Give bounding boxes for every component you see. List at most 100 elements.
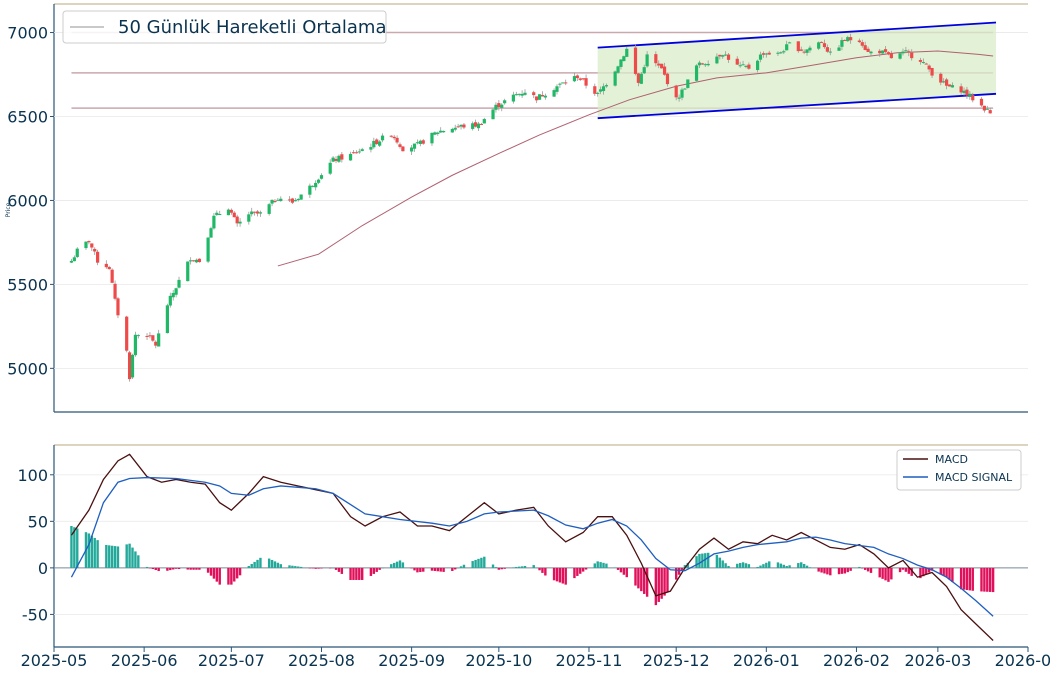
price-legend: 50 Günlük Hareketli Ortalama [62,10,387,44]
candle-down [767,52,771,55]
histogram-bar-positive [756,566,759,568]
histogram-bar-positive [288,565,291,568]
candle-up [296,199,300,201]
candle-down [421,140,425,144]
histogram-bar-positive [267,558,271,568]
candle-up [165,305,169,334]
histogram-bar-positive [398,560,402,568]
candle-up [453,127,457,130]
candle-up [459,124,463,127]
histogram-bar-negative [497,567,501,570]
candle-up [442,131,446,133]
candle-down [535,96,539,101]
histogram-bar-negative [439,567,442,572]
candle-down [907,51,911,53]
histogram-bar-positive [392,562,396,568]
price-legend-box [62,10,387,44]
histogram-bar-positive [698,553,701,568]
histogram-bar-negative [503,567,506,569]
candle-up [543,95,547,98]
macd-legend-label: MACD [935,453,968,466]
histogram-bar-negative [195,567,198,570]
histogram-bar-negative [968,567,972,591]
candle-up [846,37,850,42]
candle-down [235,216,239,224]
candle-up [75,248,79,257]
histogram-bar-negative [215,567,219,582]
histogram-bar-negative [454,567,457,570]
candle-down [462,124,466,128]
price-channel [597,21,997,120]
histogram-bar-negative [919,567,922,579]
candle-down [965,89,969,96]
histogram-bar-positive [718,557,722,568]
candle-up [706,63,710,66]
candle-up [828,51,832,53]
candle-down [910,52,914,59]
x-axis-ticks: 2025-05 2025-06 2025-07 2025-08 2025-09 2025-… [21,647,1050,670]
histogram-bar-negative [942,567,945,576]
histogram-bar-positive [480,557,483,568]
candle-up [84,241,88,249]
x-tick-label: 2025-10 [465,651,532,670]
candle-down [93,248,97,252]
histogram-bar-negative [166,567,169,571]
candle-up [157,333,161,347]
candle-down [657,63,661,66]
candle-up [514,94,518,96]
histogram-bar-negative [637,567,640,589]
candle-up [625,48,629,57]
histogram-bar-negative [820,567,823,573]
candle-up [616,66,620,73]
macd-y-tick-label: 100 [17,466,48,485]
histogram-bar-negative [849,567,852,571]
x-tick-label: 2025-12 [643,651,710,670]
candle-up [921,61,925,63]
histogram-bar-negative [314,567,317,569]
histogram-bar-positive [76,528,79,568]
histogram-bar-negative [233,567,236,582]
candle-down [255,211,260,214]
histogram-bar-negative [433,567,437,571]
candle-up [360,149,364,152]
histogram-bar-negative [544,567,547,576]
channel-fill [597,22,997,119]
channel-upper-line [597,21,997,49]
histogram-bar-negative [561,567,565,584]
candle-up [898,53,902,59]
candle-up [776,52,780,54]
candle-up [552,90,556,97]
histogram-bar-negative [169,567,172,571]
histogram-bar-negative [884,567,887,581]
histogram-bar-positive [110,545,114,568]
histogram-bar-negative [378,567,381,570]
candle-down [113,283,117,299]
x-tick-label: 2025-08 [288,651,355,670]
histogram-bar-negative [500,567,503,570]
histogram-bar-negative [680,567,684,570]
histogram-bar-positive [87,533,91,568]
candle-down [532,92,536,96]
candle-down [389,135,393,137]
candle-up [758,54,763,60]
candle-down [878,50,882,54]
histogram-bar-positive [73,527,76,568]
histogram-bar-negative [619,567,623,573]
histogram-bar-positive [494,567,498,568]
candle-up [311,185,315,187]
histogram-bar-negative [317,567,320,569]
candle-up [247,214,251,222]
price-y-tick-label: 5500 [7,275,48,294]
histogram-bar-positive [273,561,277,568]
candle-down [660,63,664,69]
histogram-bar-positive [90,535,93,568]
histogram-bar-negative [986,567,989,592]
candle-up [683,88,687,90]
candle-up [218,214,222,216]
candle-down [927,65,931,70]
histogram-bar-positive [459,566,463,568]
x-tick-label: 2025-05 [21,651,88,670]
histogram-bar-negative [579,567,582,574]
histogram-bar-positive [715,554,719,568]
candle-down [918,59,923,62]
